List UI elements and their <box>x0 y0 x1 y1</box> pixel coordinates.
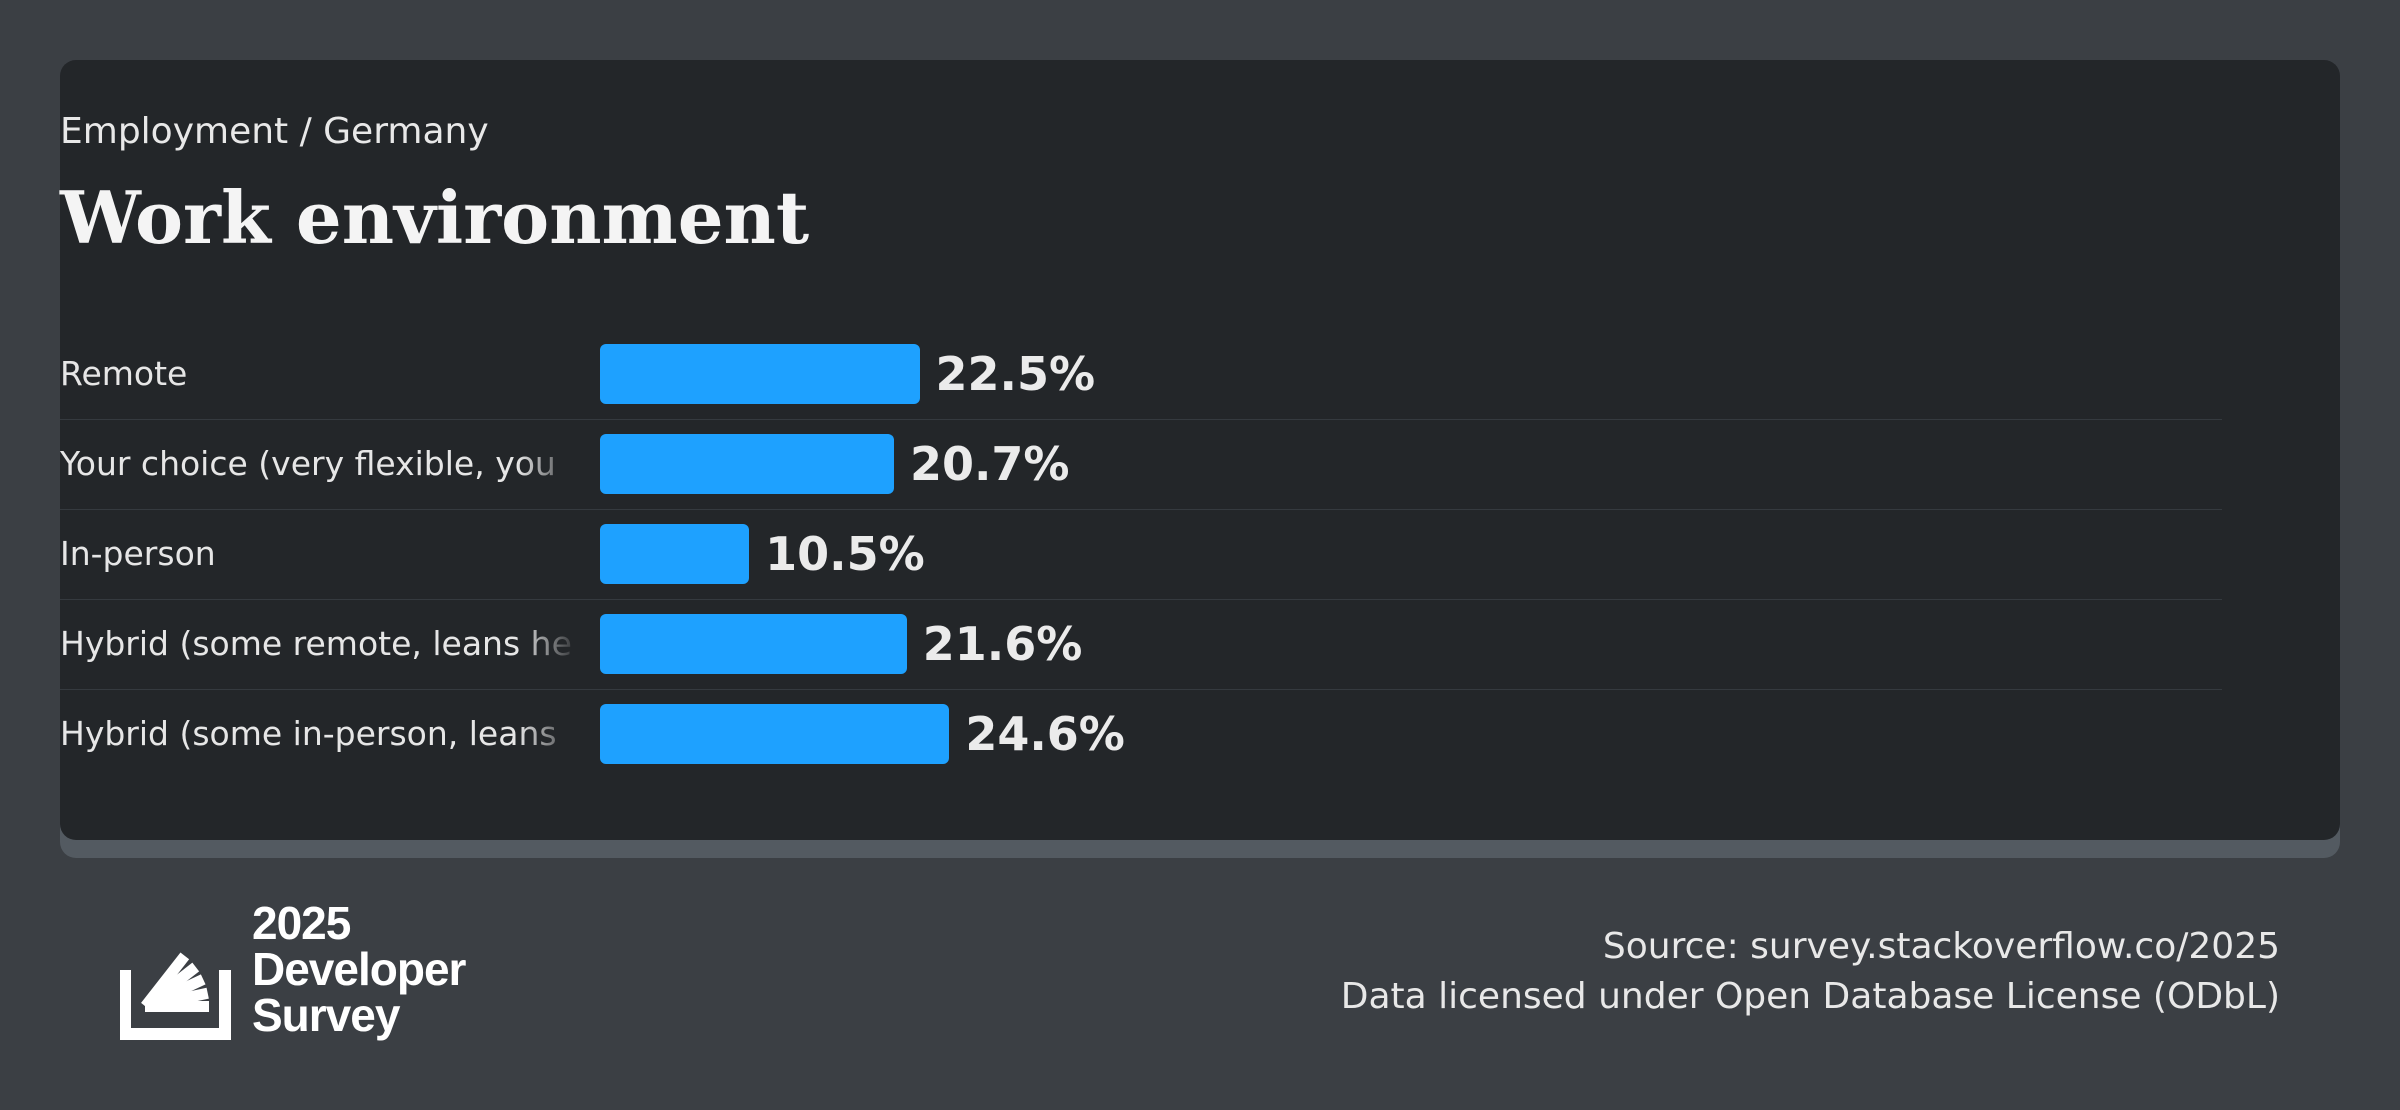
chart-row: Hybrid (some in-person, leans 24.6% <box>60 690 2222 779</box>
category-label: In-person <box>60 534 216 573</box>
bar[interactable] <box>600 704 950 764</box>
source-block: Source: survey.stackoverflow.co/2025 Dat… <box>1341 922 2280 1022</box>
chart-row: Remote 22.5% <box>60 330 2222 420</box>
chart-title: Work environment <box>60 175 810 260</box>
chart-row: Hybrid (some remote, leans he 21.6% <box>60 600 2222 690</box>
category-label: Remote <box>60 354 188 393</box>
category-label: Hybrid (some in-person, leans <box>60 714 557 753</box>
value-label: 10.5% <box>765 527 925 581</box>
value-label: 22.5% <box>935 347 1096 401</box>
logo-line-survey: Survey <box>252 989 400 1041</box>
category-label: Your choice (very flexible, you <box>60 444 556 483</box>
bar[interactable] <box>600 344 920 404</box>
category-label: Hybrid (some remote, leans he <box>60 624 572 663</box>
value-label: 21.6% <box>922 617 1083 671</box>
chart-row: Your choice (very flexible, you 20.7% <box>60 420 2222 510</box>
stack-overflow-logo-icon <box>120 952 231 1040</box>
logo-wordmark: 2025 Developer Survey <box>252 897 466 1041</box>
bar[interactable] <box>600 434 894 494</box>
bar-chart: Remote 22.5% Your choice (very flexible, y… <box>60 330 2222 779</box>
bar[interactable] <box>600 614 907 674</box>
value-label: 24.6% <box>965 707 1125 761</box>
bar[interactable] <box>600 524 750 584</box>
value-label: 20.7% <box>909 437 1070 491</box>
chart-card <box>60 60 2340 840</box>
logo-line-year: 2025 <box>252 897 351 949</box>
source-link[interactable]: Source: survey.stackoverflow.co/2025 <box>1602 926 2280 967</box>
license-text: Data licensed under Open Database Licens… <box>1340 976 2280 1017</box>
chart-row: In-person 10.5% <box>60 510 2222 600</box>
chart-subtitle: Employment / Germany <box>60 111 489 152</box>
logo-line-developer: Developer <box>252 943 466 995</box>
